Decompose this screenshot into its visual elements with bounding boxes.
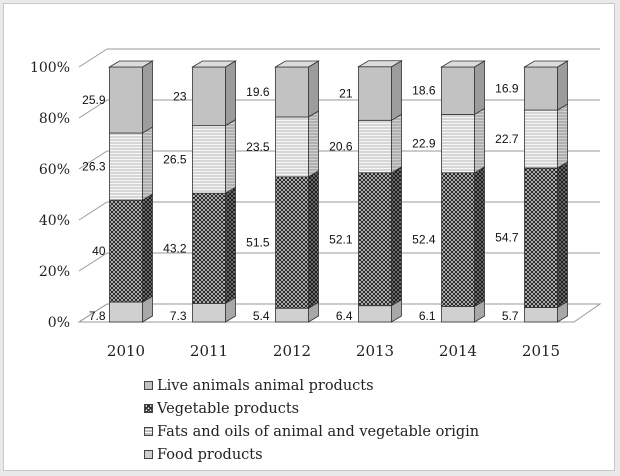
stacked-bar-chart: 0% 20% 40% 60% 80% 100% 7.8 40 26.3 25.9 7.3 43.2 2… xyxy=(30,48,602,360)
x-tick-label: 2010 xyxy=(107,342,145,360)
data-label: 19.6 xyxy=(246,85,270,99)
data-label: 40 xyxy=(92,244,106,258)
data-label: 52.4 xyxy=(412,233,436,247)
chart-frame: 0% 20% 40% 60% 80% 100% 7.8 40 26.3 25.9 7.3 43.2 2… xyxy=(3,3,615,471)
data-label: 22.9 xyxy=(412,137,436,151)
bar-segment-fats xyxy=(109,193,153,303)
data-label: 18.6 xyxy=(412,84,436,98)
data-label: 6.1 xyxy=(419,309,436,323)
bar-segment-live xyxy=(274,60,320,118)
legend-swatch-vegetable xyxy=(144,404,153,413)
y-tick-label: 20% xyxy=(39,264,70,280)
gridline-diag xyxy=(78,252,108,272)
x-tick-label: 2015 xyxy=(522,342,560,360)
bar-segment-fats xyxy=(524,161,568,309)
gridline-diag xyxy=(78,48,108,68)
legend-item-fats: Fats and oils of animal and vegetable or… xyxy=(144,420,479,443)
data-label: 25.9 xyxy=(82,93,106,107)
bar-segment-fats xyxy=(192,186,236,305)
gridline-diag xyxy=(78,150,108,170)
gridline-diag xyxy=(78,201,108,221)
bar-segment-live xyxy=(191,60,237,127)
x-tick-label: 2011 xyxy=(190,342,228,360)
bar-segment-live xyxy=(357,60,403,122)
legend-item-live: Live animals animal products xyxy=(144,374,479,397)
gridlines xyxy=(77,48,602,323)
legend-swatch-live xyxy=(144,381,153,390)
data-label: 16.9 xyxy=(495,82,519,96)
bar-segment-live xyxy=(440,60,486,116)
bar-segment-veg xyxy=(441,107,485,174)
data-label: 54.7 xyxy=(495,231,519,245)
bar-segment-veg xyxy=(275,110,319,178)
y-tick-label: 80% xyxy=(39,111,70,127)
data-label: 5.7 xyxy=(502,309,519,323)
data-labels: 7.8 40 26.3 25.9 7.3 43.2 26.5 23 5.4 51.5 23.5 19.… xyxy=(82,82,519,323)
data-label: 52.1 xyxy=(329,232,353,246)
bar-segment-food xyxy=(358,298,402,323)
gridline-diag xyxy=(78,99,108,119)
data-label: 7.3 xyxy=(170,309,187,323)
bar-segment-food xyxy=(109,295,153,323)
legend-item-vegetable: Vegetable products xyxy=(144,397,479,420)
bar-segment-veg xyxy=(109,126,153,201)
y-axis-ticks: 0% 20% 40% 60% 80% 100% xyxy=(30,60,70,331)
bar-segment-food xyxy=(441,299,485,323)
x-tick-label: 2012 xyxy=(273,342,311,360)
legend-label-vegetable: Vegetable products xyxy=(157,400,300,417)
data-label: 23.5 xyxy=(246,140,270,154)
data-label: 7.8 xyxy=(89,309,106,323)
y-tick-label: 60% xyxy=(39,162,70,178)
bar-segment-veg xyxy=(192,118,236,194)
data-label: 22.7 xyxy=(495,132,519,146)
bar-segment-live xyxy=(523,60,569,111)
bar-segment-food xyxy=(524,300,568,323)
data-label: 5.4 xyxy=(253,309,270,323)
data-label: 6.4 xyxy=(336,309,353,323)
legend: Live animals animal products Vegetable p… xyxy=(144,374,479,466)
bar-segment-veg xyxy=(524,103,568,169)
legend-swatch-food xyxy=(144,450,153,459)
bars xyxy=(108,60,569,323)
y-tick-label: 0% xyxy=(48,315,70,331)
legend-label-food: Food products xyxy=(157,446,263,463)
y-tick-label: 40% xyxy=(39,213,70,229)
data-label: 26.5 xyxy=(163,152,187,166)
x-tick-label: 2014 xyxy=(439,342,477,360)
legend-label-fats: Fats and oils of animal and vegetable or… xyxy=(157,423,480,440)
data-label: 20.6 xyxy=(329,140,353,154)
x-axis-ticks: 2010 2011 2012 2013 2014 2015 xyxy=(107,342,560,360)
data-label: 23 xyxy=(173,89,187,103)
data-label: 21 xyxy=(339,87,353,101)
bar-segment-veg xyxy=(358,113,402,174)
chart-floor xyxy=(77,303,602,323)
data-label: 26.3 xyxy=(82,160,106,174)
bar-segment-fats xyxy=(441,166,485,308)
data-label: 43.2 xyxy=(163,241,187,255)
legend-swatch-fats xyxy=(144,427,153,436)
legend-label-live: Live animals animal products xyxy=(157,377,374,394)
bar-segment-fats xyxy=(275,170,319,309)
y-tick-label: 100% xyxy=(30,60,70,76)
legend-item-food: Food products xyxy=(144,443,479,466)
bar-segment-fats xyxy=(358,166,402,307)
x-tick-label: 2013 xyxy=(356,342,394,360)
bar-segment-live xyxy=(108,60,154,134)
data-label: 51.5 xyxy=(246,236,270,250)
